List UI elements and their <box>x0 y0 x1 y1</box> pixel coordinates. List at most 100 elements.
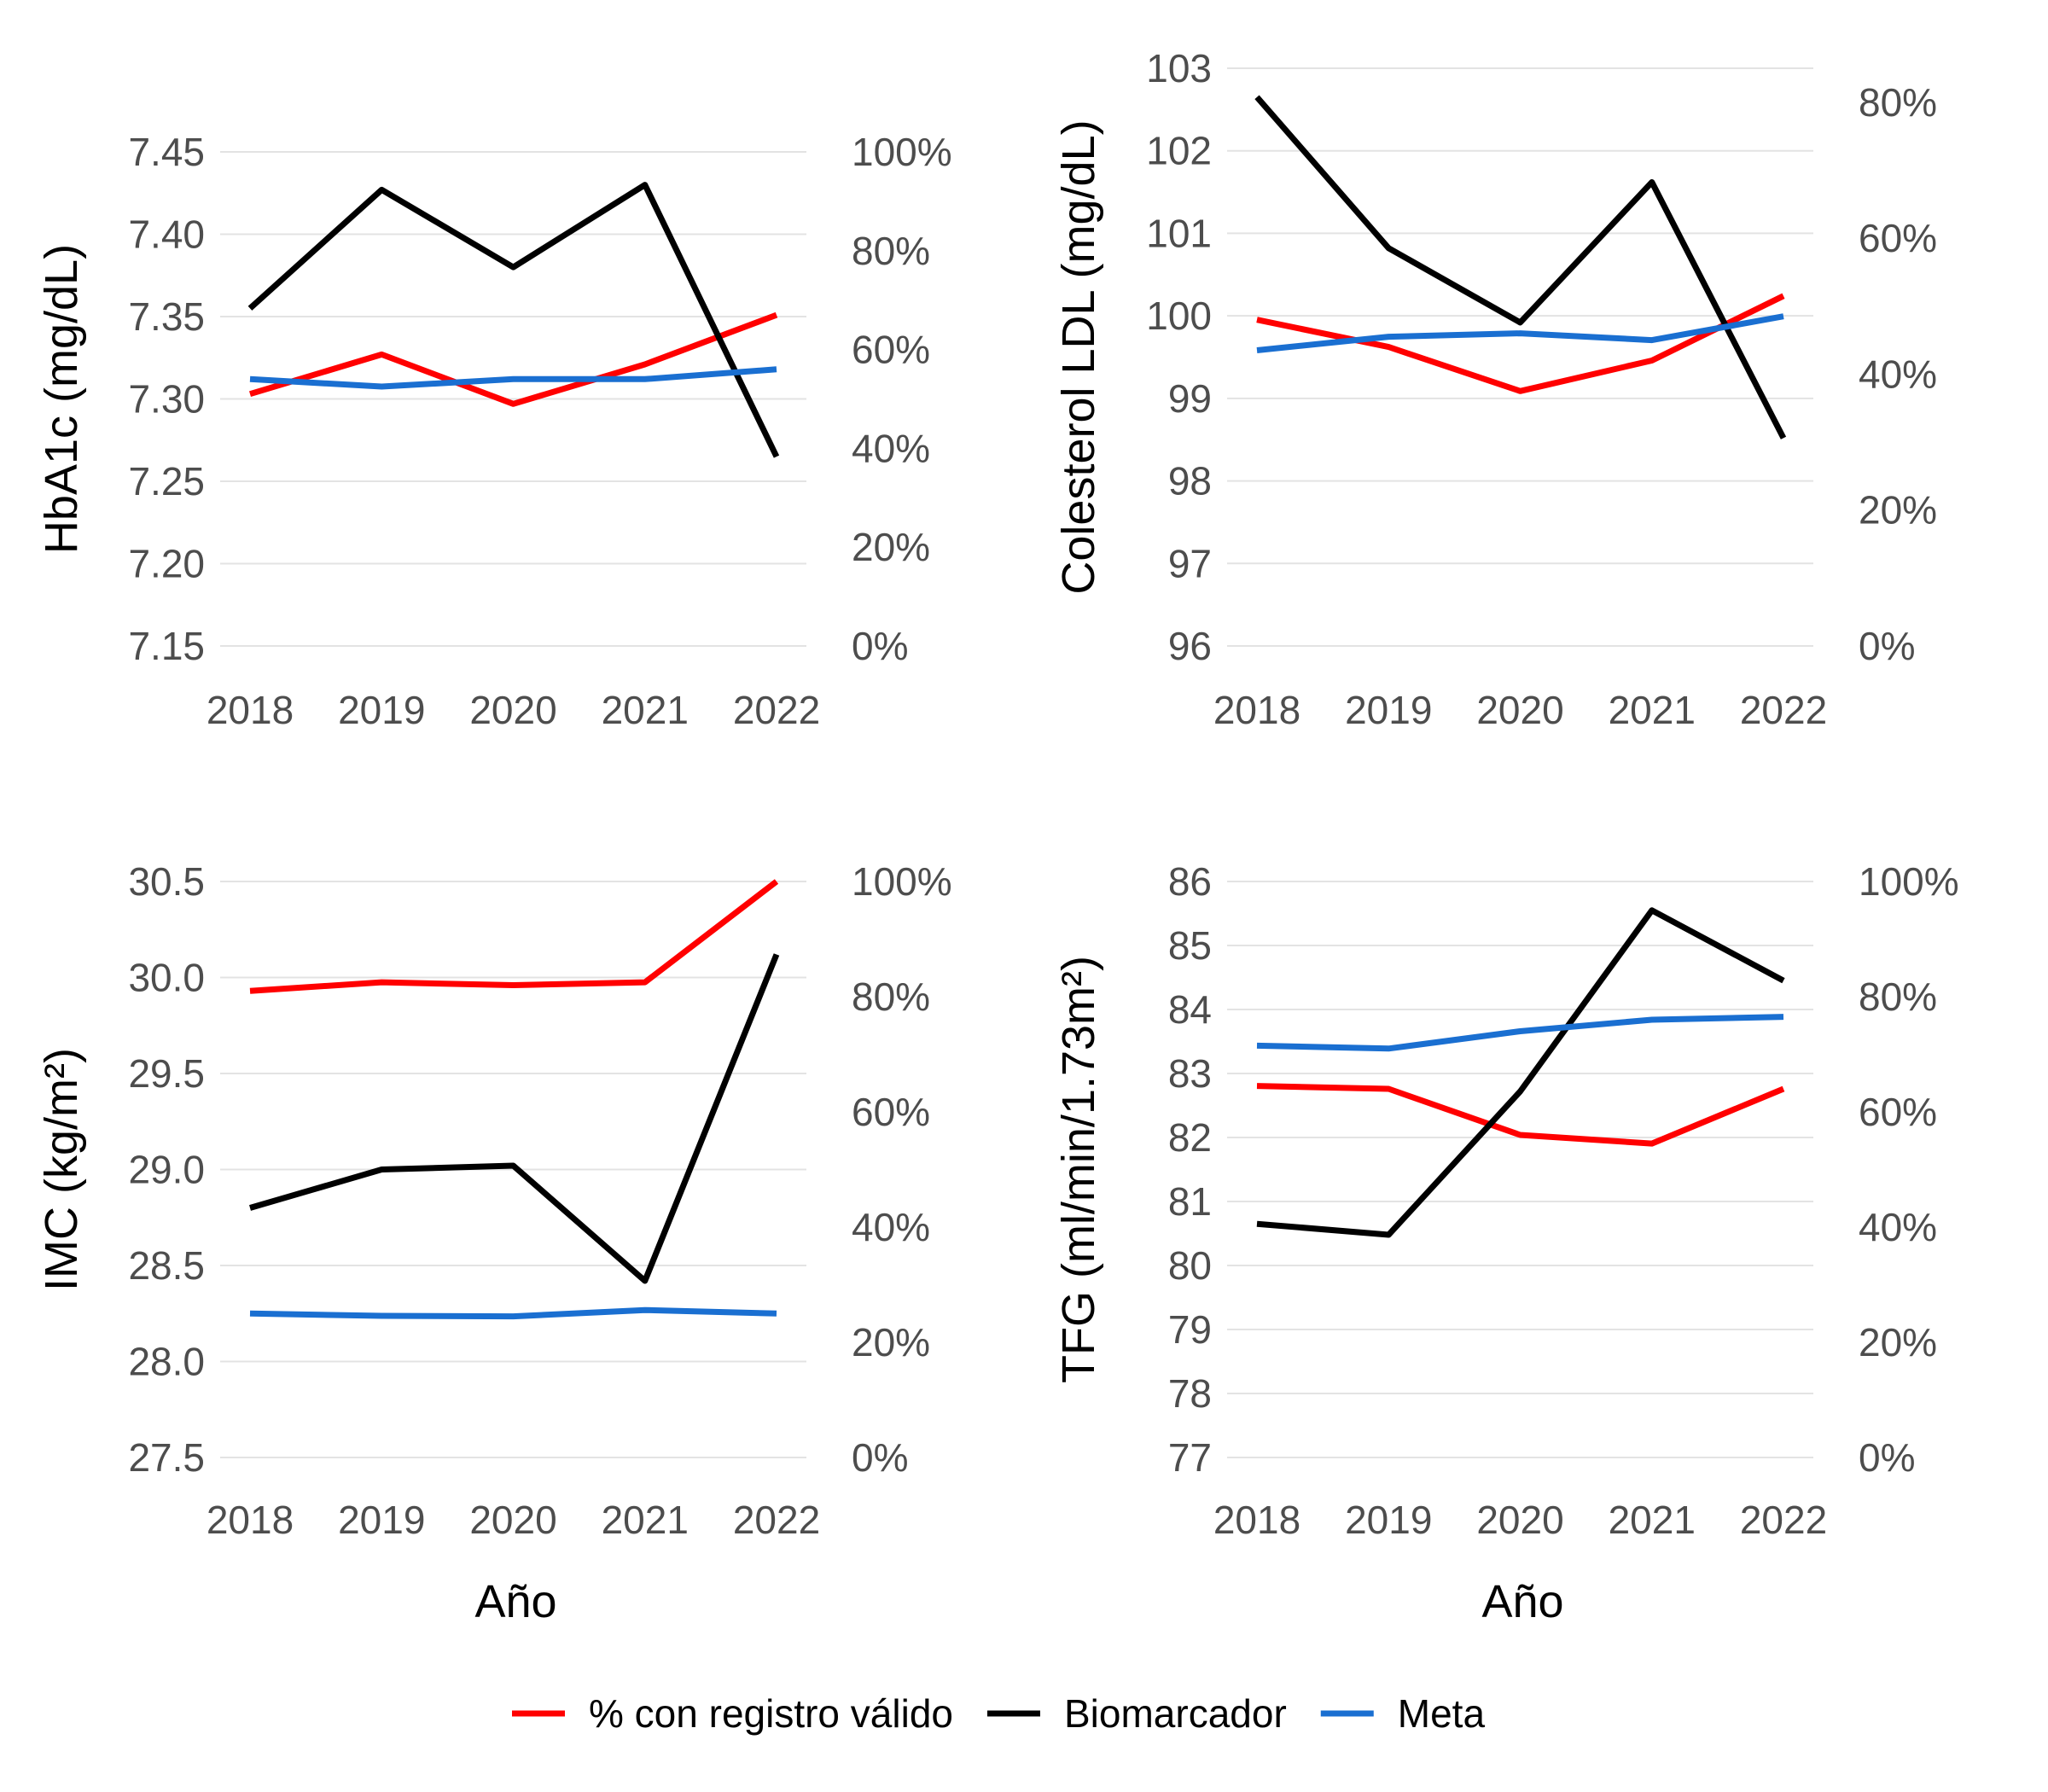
y-tick-label: 100 <box>1146 294 1212 338</box>
y-axis-title: Colesterol LDL (mg/dL) <box>1053 119 1104 594</box>
y2-tick-label: 0% <box>852 1435 908 1480</box>
x-tick-label: 2020 <box>469 1498 556 1542</box>
x-tick-label: 2022 <box>1740 1498 1827 1542</box>
y-axis-title: TFG (ml/min/1.73m²) <box>1053 956 1104 1383</box>
y2-tick-label: 80% <box>852 975 930 1019</box>
y-tick-label: 78 <box>1168 1371 1212 1416</box>
y2-tick-label: 0% <box>1859 1435 1915 1480</box>
x-tick-label: 2020 <box>1476 688 1563 732</box>
y-tick-label: 81 <box>1168 1179 1212 1224</box>
y2-tick-label: 20% <box>1859 488 1937 532</box>
legend-item-target: Meta <box>1320 1691 1486 1736</box>
x-tick-label: 2020 <box>1476 1498 1563 1542</box>
series-line-biomarker <box>1254 95 1787 439</box>
legend-label: Meta <box>1398 1691 1486 1736</box>
x-axis-title: Año <box>474 1576 556 1627</box>
x-tick-label: 2022 <box>733 688 820 732</box>
x-tick-label: 2019 <box>1345 1498 1432 1542</box>
panel-2: 96 97 98 99 100 101 102 103 0% 20% 40% 60% 80% 2018 20… <box>1053 46 1937 732</box>
x-tick-label: 2022 <box>733 1498 820 1542</box>
x-tick-label: 2022 <box>1740 688 1827 732</box>
y-tick-label: 29.5 <box>128 1051 205 1096</box>
series-line-valid <box>249 879 779 994</box>
y2-tick-label: 80% <box>852 229 930 273</box>
y2-tick-label: 0% <box>852 624 908 668</box>
y-tick-label: 80 <box>1168 1243 1212 1288</box>
series-line-valid <box>248 311 778 407</box>
x-tick-label: 2020 <box>469 688 556 732</box>
x-tick-label: 2018 <box>207 688 294 732</box>
series-line-biomarker <box>249 953 780 1284</box>
panel-3: 27.5 28.0 28.5 29.0 29.5 30.0 30.5 0% 20% 40% 60% 8… <box>36 859 952 1627</box>
y-tick-label: 96 <box>1168 624 1212 668</box>
y-tick-label: 27.5 <box>128 1435 205 1480</box>
series-line-target <box>1256 1014 1784 1052</box>
x-tick-label: 2021 <box>602 1498 689 1542</box>
y-tick-label: 7.15 <box>128 624 205 668</box>
legend-item-valid: % con registro válido <box>512 1691 953 1736</box>
panel-4: 77 78 79 80 81 82 83 84 85 86 0% 20% 40% 60% 80% 100% 20… <box>1053 859 1959 1627</box>
y-tick-label: 77 <box>1168 1435 1212 1480</box>
y-tick-label: 29.0 <box>128 1148 205 1192</box>
y2-tick-label: 100% <box>1859 859 1959 904</box>
y-tick-label: 101 <box>1146 211 1212 255</box>
x-tick-label: 2018 <box>1213 688 1300 732</box>
y-tick-label: 82 <box>1168 1115 1212 1160</box>
y-tick-label: 83 <box>1168 1051 1212 1096</box>
y2-tick-label: 80% <box>1859 80 1937 125</box>
y-tick-label: 30.0 <box>128 956 205 1000</box>
y-tick-label: 7.25 <box>128 459 205 503</box>
legend-label: Biomarcador <box>1064 1691 1287 1736</box>
x-tick-label: 2021 <box>1609 1498 1696 1542</box>
x-tick-label: 2019 <box>338 1498 425 1542</box>
legend-item-biomarker: Biomarcador <box>986 1691 1287 1736</box>
x-tick-label: 2019 <box>338 688 425 732</box>
y2-tick-label: 40% <box>1859 352 1937 396</box>
y-tick-label: 102 <box>1146 129 1212 173</box>
y2-tick-label: 100% <box>852 859 952 904</box>
x-tick-label: 2021 <box>1609 688 1696 732</box>
y-tick-label: 7.30 <box>128 377 205 422</box>
y2-tick-label: 40% <box>1859 1205 1937 1249</box>
series-line-biomarker <box>1256 907 1785 1238</box>
y-tick-label: 7.45 <box>128 130 205 174</box>
y2-tick-label: 20% <box>852 525 930 569</box>
y-tick-label: 7.35 <box>128 294 205 339</box>
y-tick-label: 103 <box>1146 46 1212 90</box>
x-tick-label: 2018 <box>207 1498 294 1542</box>
y-tick-label: 98 <box>1168 459 1212 503</box>
panel-1: 7.15 7.20 7.25 7.30 7.35 7.40 7.45 0% 20% 40% 60% 8… <box>36 130 952 732</box>
series-line-biomarker <box>247 182 780 458</box>
x-tick-label: 2018 <box>1213 1498 1300 1542</box>
y-tick-label: 28.5 <box>128 1243 205 1288</box>
y-tick-label: 28.0 <box>128 1340 205 1384</box>
x-tick-label: 2019 <box>1345 688 1432 732</box>
x-tick-label: 2021 <box>602 688 689 732</box>
y-tick-label: 79 <box>1168 1307 1212 1352</box>
y2-tick-label: 60% <box>852 328 930 372</box>
y-tick-label: 99 <box>1168 376 1212 421</box>
y-tick-label: 30.5 <box>128 859 205 904</box>
y-tick-label: 97 <box>1168 541 1212 585</box>
y-tick-label: 84 <box>1168 987 1212 1032</box>
series-line-valid <box>1256 293 1785 394</box>
y2-tick-label: 20% <box>852 1320 930 1364</box>
y2-tick-label: 100% <box>852 130 952 174</box>
series-line-valid <box>1256 1083 1785 1147</box>
y-tick-label: 7.40 <box>128 212 205 257</box>
series-line-target <box>1256 313 1784 353</box>
x-axis-title: Año <box>1481 1576 1563 1627</box>
y2-tick-label: 20% <box>1859 1320 1937 1364</box>
legend: % con registro válido Biomarcador Meta <box>512 1691 1485 1736</box>
legend-label: % con registro válido <box>589 1691 953 1736</box>
series-line-target <box>249 1306 777 1320</box>
y2-tick-label: 40% <box>852 426 930 470</box>
y2-tick-label: 40% <box>852 1205 930 1249</box>
y-tick-label: 85 <box>1168 923 1212 968</box>
y2-tick-label: 60% <box>1859 1090 1937 1134</box>
y2-tick-label: 0% <box>1859 624 1915 668</box>
y2-tick-label: 60% <box>852 1090 930 1134</box>
y-axis-title: HbA1c (mg/dL) <box>36 244 87 554</box>
y2-tick-label: 80% <box>1859 975 1937 1019</box>
